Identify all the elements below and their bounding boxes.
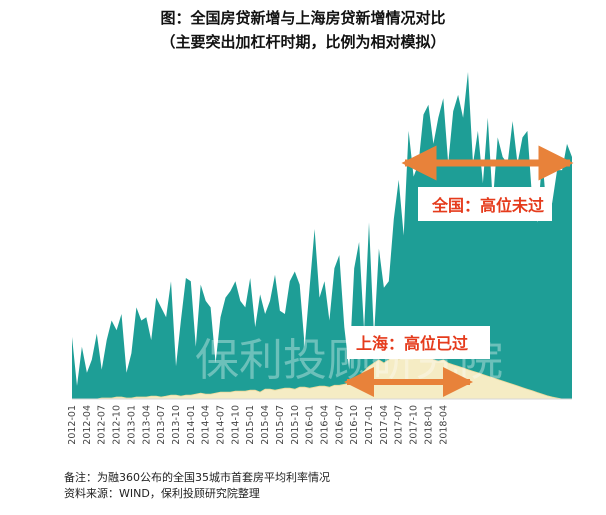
chart-canvas: 2012-01 2012-04 2012-07 2012-10 2013-01 2013-… <box>67 72 574 445</box>
footnote-remark: 备注：为融360公布的全国35城市首套房平均利率情况 <box>64 471 330 484</box>
x-tick-label: 2016-04 <box>320 405 331 445</box>
shanghai-callout-box <box>347 326 490 359</box>
x-tick-label: 2012-01 <box>67 405 78 445</box>
x-tick-label: 2014-04 <box>201 405 212 445</box>
x-tick-label: 2018-04 <box>438 405 449 445</box>
footnotes: 备注：为融360公布的全国35城市首套房平均利率情况 资料来源：WIND，保利投… <box>64 470 330 502</box>
x-tick-label: 2017-04 <box>379 405 390 445</box>
x-axis-ticks: 2012-01 2012-04 2012-07 2012-10 2013-01 2013-… <box>67 405 449 445</box>
x-tick-label: 2015-07 <box>275 405 286 445</box>
national-callout-box <box>418 187 552 221</box>
x-tick-label: 2015-04 <box>260 405 271 445</box>
x-tick-label: 2012-04 <box>82 405 93 445</box>
x-tick-label: 2013-07 <box>156 405 167 445</box>
x-tick-label: 2014-10 <box>230 405 241 445</box>
shanghai-callout-label: 上海：高位已过 <box>356 334 468 353</box>
x-tick-label: 2017-07 <box>394 405 405 445</box>
x-tick-label: 2018-01 <box>423 405 434 445</box>
x-tick-label: 2017-10 <box>409 405 420 445</box>
chart-title-block: 图：全国房贷新增与上海房贷新增情况对比 （主要突出加杠杆时期，比例为相对模拟） <box>0 6 606 54</box>
chart-title: 图：全国房贷新增与上海房贷新增情况对比 <box>160 9 446 27</box>
x-tick-label: 2014-01 <box>186 405 197 445</box>
x-tick-label: 2015-10 <box>290 405 301 445</box>
national-callout-label: 全国：高位未过 <box>431 196 544 215</box>
chart-subtitle: （主要突出加杠杆时期，比例为相对模拟） <box>160 33 446 51</box>
x-tick-label: 2012-07 <box>97 405 108 445</box>
x-tick-label: 2016-10 <box>349 405 360 445</box>
x-tick-label: 2013-04 <box>141 405 152 445</box>
x-tick-label: 2013-10 <box>171 405 182 445</box>
x-tick-label: 2016-07 <box>334 405 345 445</box>
x-tick-label: 2013-01 <box>126 405 137 445</box>
x-tick-label: 2017-01 <box>364 405 375 445</box>
x-tick-label: 2014-07 <box>216 405 227 445</box>
x-tick-label: 2016-01 <box>305 405 316 445</box>
x-tick-label: 2012-10 <box>112 405 123 445</box>
footnote-source: 资料来源：WIND，保利投顾研究院整理 <box>64 487 260 500</box>
x-tick-label: 2015-01 <box>245 405 256 445</box>
